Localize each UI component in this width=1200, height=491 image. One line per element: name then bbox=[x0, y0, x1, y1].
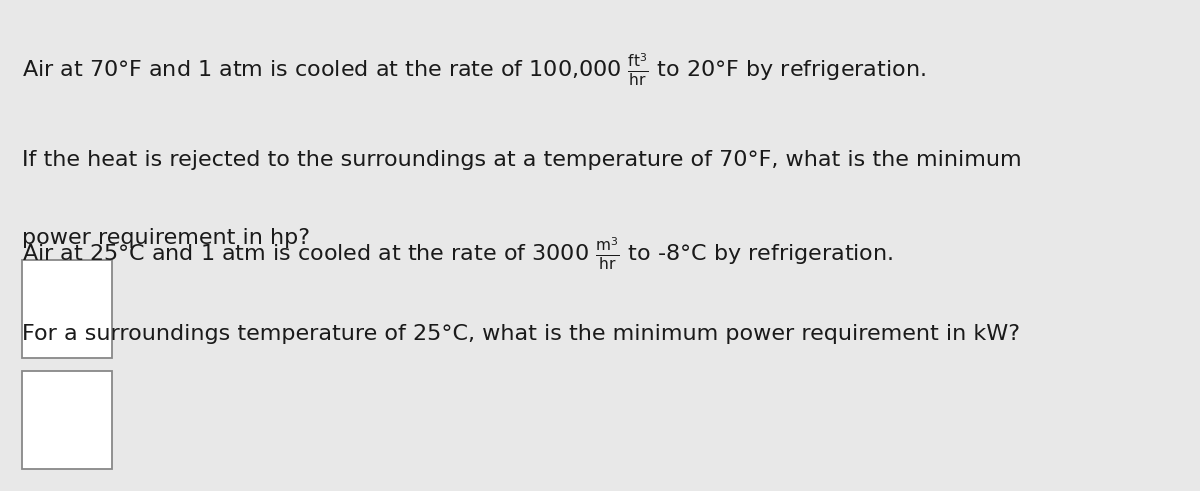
Text: If the heat is rejected to the surroundings at a temperature of 70°F, what is th: If the heat is rejected to the surroundi… bbox=[22, 150, 1021, 170]
Text: For a surroundings temperature of 25°C, what is the minimum power requirement in: For a surroundings temperature of 25°C, … bbox=[22, 324, 1020, 344]
Text: Air at 70°F and 1 atm is cooled at the rate of 100,000 $\frac{\mathrm{ft}^3}{\ma: Air at 70°F and 1 atm is cooled at the r… bbox=[22, 52, 925, 88]
Text: Air at 25°C and 1 atm is cooled at the rate of 3000 $\frac{\mathrm{m}^3}{\mathrm: Air at 25°C and 1 atm is cooled at the r… bbox=[22, 236, 893, 272]
Text: power requirement in hp?: power requirement in hp? bbox=[22, 228, 310, 248]
